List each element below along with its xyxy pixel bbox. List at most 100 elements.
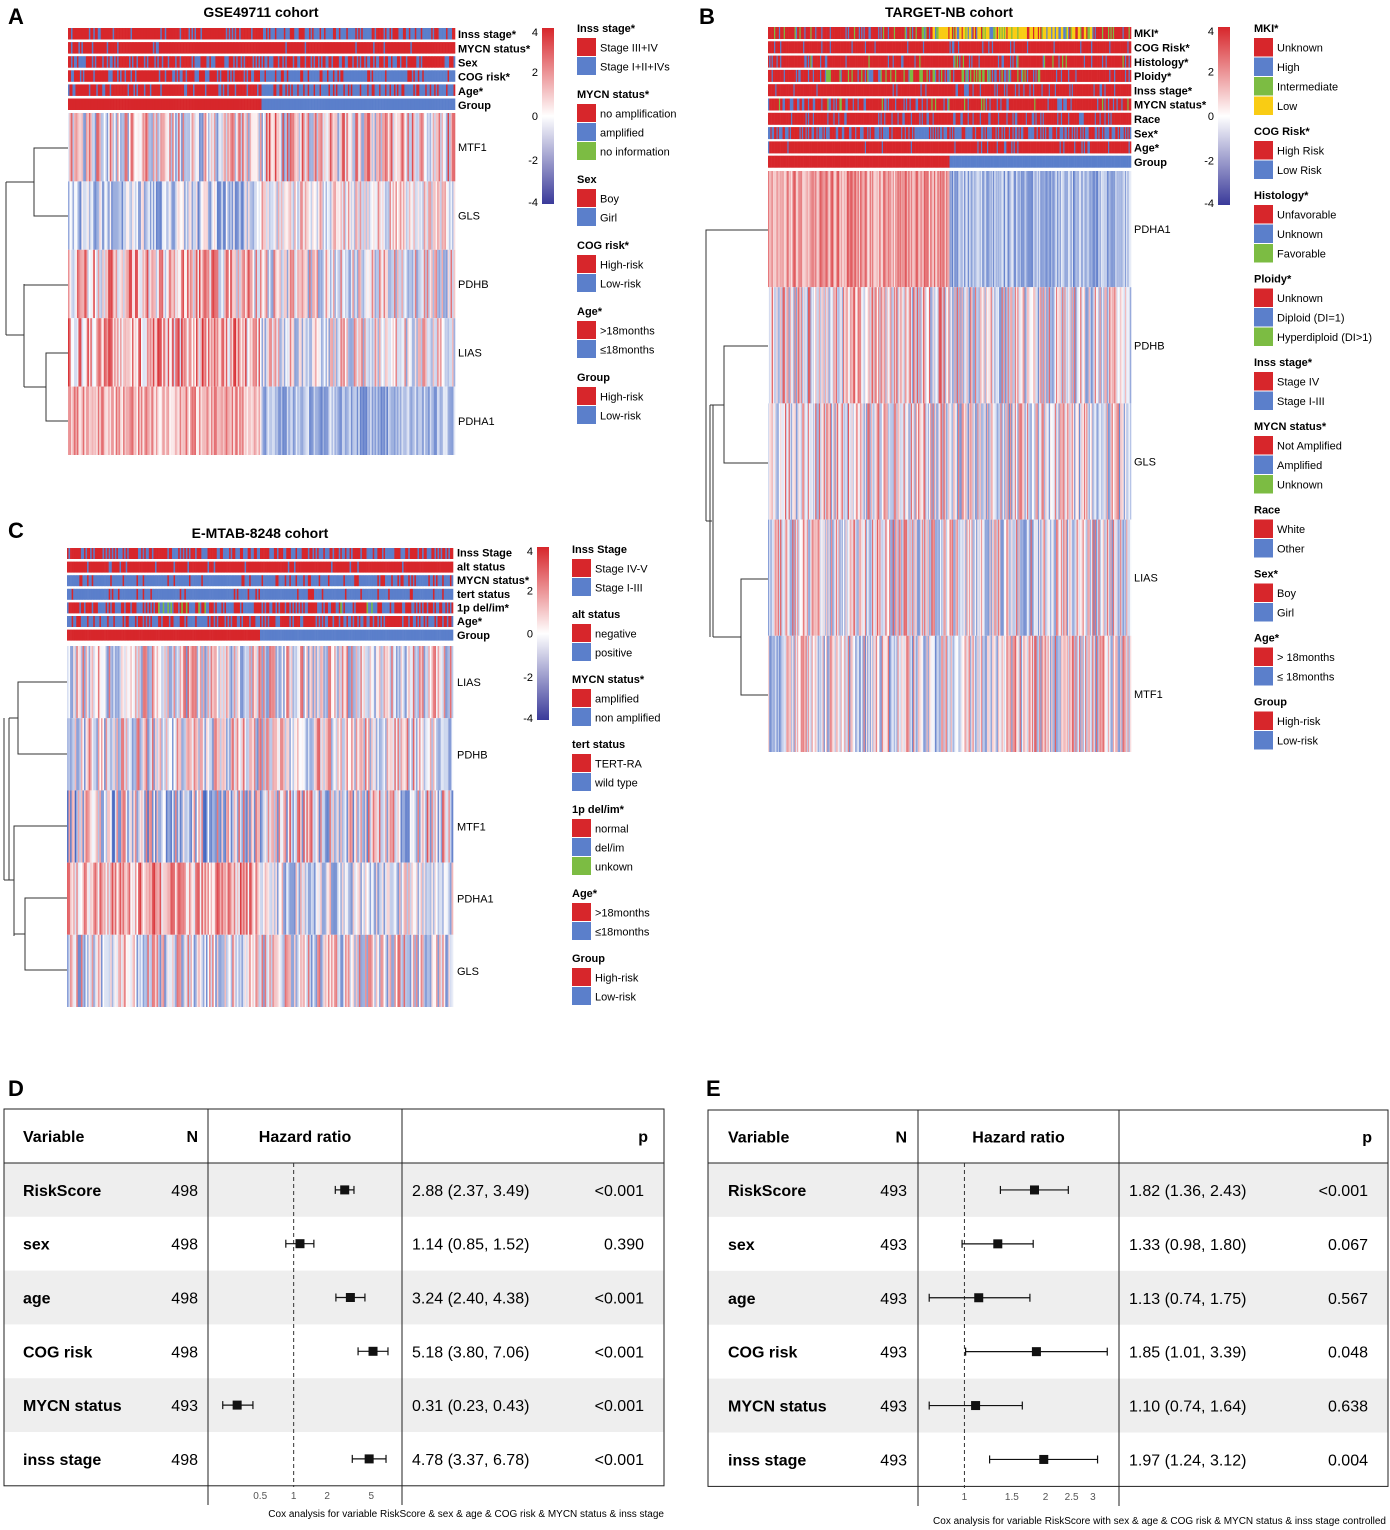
annotation-cell xyxy=(784,69,787,82)
heatmap-cell xyxy=(402,318,405,387)
heatmap-cell xyxy=(377,249,380,319)
annotation-cell xyxy=(1007,55,1010,68)
annotation-cell xyxy=(1052,55,1054,68)
annotation-cell xyxy=(316,42,319,54)
annotation-cell xyxy=(285,84,288,96)
annotation-cell xyxy=(145,70,148,82)
annotation-cell xyxy=(810,112,812,125)
annotation-cell xyxy=(160,28,163,40)
annotation-cell xyxy=(1007,27,1010,39)
annotation-cell xyxy=(863,55,866,68)
annotation-cell xyxy=(853,55,856,68)
annotation-cell xyxy=(380,56,383,68)
annotation-cell xyxy=(790,69,793,82)
annotation-cell xyxy=(227,28,230,40)
annotation-cell xyxy=(401,56,404,68)
annotation-cell xyxy=(124,70,127,82)
annotation-cell xyxy=(429,42,432,54)
annotation-cell xyxy=(70,84,73,96)
annotation-cell xyxy=(340,98,343,110)
annotation-cell xyxy=(863,27,866,39)
annotation-cell xyxy=(155,42,158,54)
heatmap-cell xyxy=(185,181,188,250)
annotation-cell xyxy=(124,42,127,54)
heatmap-cell xyxy=(346,386,349,455)
heatmap-cell xyxy=(301,249,304,319)
heatmap-cell xyxy=(303,386,305,455)
annotation-cell xyxy=(879,112,881,125)
heatmap-cell xyxy=(167,318,170,387)
heatmap-cell xyxy=(85,249,88,319)
annotation-cell xyxy=(148,28,151,40)
heatmap-cell xyxy=(312,249,314,319)
heatmap-cell xyxy=(120,249,122,319)
heatmap-cell xyxy=(361,318,364,387)
annotation-cell xyxy=(97,70,100,82)
heatmap-cell xyxy=(227,113,230,182)
annotation-cell xyxy=(251,28,253,40)
heatmap-cell xyxy=(270,318,273,387)
annotation-cell xyxy=(179,42,182,54)
heatmap-cell xyxy=(267,181,270,250)
annotation-cell xyxy=(1120,69,1122,82)
annotation-cell xyxy=(319,42,322,54)
annotation-cell xyxy=(1121,55,1123,68)
annotation-cell xyxy=(1072,55,1075,68)
annotation-cell xyxy=(971,41,973,54)
heatmap-cell xyxy=(170,181,173,250)
annotation-cell xyxy=(407,98,410,110)
annotation-cell xyxy=(878,27,880,39)
annotation-cell xyxy=(1036,84,1039,97)
annotation-cell xyxy=(325,28,328,40)
annotation-cell xyxy=(271,70,274,82)
annotation-cell xyxy=(790,41,793,54)
annotation-cell xyxy=(774,41,776,54)
heatmap-cell xyxy=(422,181,425,250)
annotation-cell xyxy=(932,112,935,125)
annotation-cell xyxy=(1037,55,1040,68)
heatmap-cell xyxy=(377,318,380,387)
annotation-cell xyxy=(300,98,302,110)
annotation-cell xyxy=(1112,41,1115,54)
annotation-cell xyxy=(402,70,405,82)
annotation-cell xyxy=(1104,84,1106,97)
heatmap-cell xyxy=(84,386,87,455)
annotation-cell xyxy=(203,98,206,110)
annotation-cell xyxy=(784,84,787,97)
heatmap-cell xyxy=(423,249,426,319)
annotation-cell xyxy=(1108,41,1110,54)
annotation-cell xyxy=(1095,84,1098,97)
annotation-cell xyxy=(788,55,791,68)
annotation-cell xyxy=(169,84,172,96)
annotation-cell xyxy=(434,98,436,110)
annotation-cell xyxy=(315,98,317,110)
heatmap-cell xyxy=(393,386,396,455)
annotation-cell xyxy=(1059,55,1062,68)
annotation-cell xyxy=(167,28,170,40)
annotation-cell xyxy=(419,42,422,54)
annotation-cell xyxy=(861,69,863,82)
annotation-cell xyxy=(300,28,302,40)
annotation-cell xyxy=(800,27,803,39)
heatmap-cell xyxy=(97,386,100,455)
annotation-cell xyxy=(926,41,929,54)
heatmap-cell xyxy=(198,181,201,250)
heatmap-cell xyxy=(332,386,335,455)
annotation-cell xyxy=(885,55,887,68)
annotation-cell xyxy=(173,70,176,82)
heatmap-cell xyxy=(207,318,210,387)
annotation-cell xyxy=(771,55,774,68)
annotation-cell xyxy=(230,28,233,40)
annotation-cell xyxy=(775,69,777,82)
annotation-cell xyxy=(872,112,874,125)
annotation-cell xyxy=(429,56,432,68)
annotation-cell xyxy=(834,27,837,39)
annotation-cell xyxy=(907,69,909,82)
annotation-cell xyxy=(1008,27,1011,39)
annotation-cell xyxy=(261,98,264,110)
annotation-cell xyxy=(966,69,968,82)
heatmap-cell xyxy=(294,113,297,182)
annotation-cell xyxy=(213,42,216,54)
annotation-cell xyxy=(840,69,843,82)
annotation-cell xyxy=(1124,27,1127,39)
